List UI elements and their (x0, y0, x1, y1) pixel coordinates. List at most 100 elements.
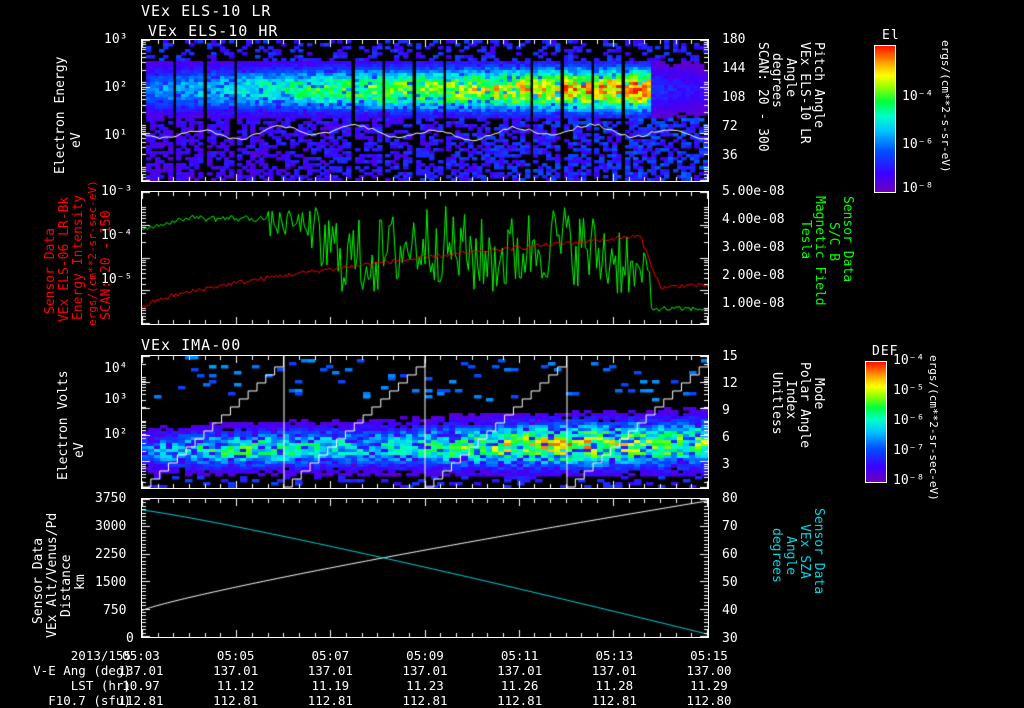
panel1-colorbar-gradient (875, 46, 895, 192)
panel1-colorbar-title: El (882, 28, 900, 43)
panel1-ytick-0: 10³ (104, 32, 128, 47)
panel1-left-axis-label-2: eV (69, 132, 84, 148)
panel1-right-axis-label-4: degrees (769, 53, 784, 108)
panel1-cbtick-2: 10⁻⁸ (902, 181, 934, 196)
panel1-ytick-2: 10¹ (104, 128, 128, 143)
panel1-cbtick-0: 10⁻⁴ (902, 89, 934, 104)
panel1-rtick-0: 180 (722, 32, 746, 47)
table-cell: 137.01 (591, 663, 637, 678)
panel3-colorbar (865, 361, 887, 483)
panel4-left-axis-label-1: Sensor Data (31, 537, 46, 624)
panel1-title-2: VEx ELS-10 HR (148, 22, 279, 40)
panel2-rtick-4: 1.00e-08 (722, 296, 785, 311)
panel4-right-axis-label-3: Angle (783, 536, 798, 576)
panel2-right-axis-label-1: Sensor Data (840, 196, 855, 283)
panel3-ytick-1: 10³ (104, 392, 128, 407)
panel4-left-axis-label-3: Distance (59, 554, 74, 617)
table-cell: 137.01 (118, 663, 164, 678)
panel3-colorbar-gradient (866, 362, 886, 482)
panel2-ytick-0: 10⁻³ (101, 184, 133, 199)
panel2-ytick-1: 10⁻⁴ (101, 228, 133, 243)
panel4-rtick-0: 80 (722, 491, 738, 506)
table-cell: 11.29 (690, 678, 728, 693)
panel1-plot-area (141, 39, 709, 182)
table-cell: 11.28 (595, 678, 634, 693)
panel4-right-axis-label-1: Sensor Data (811, 508, 826, 595)
panel4-line-canvas (142, 499, 708, 637)
table-cell: 112.80 (686, 693, 732, 708)
panel3-rtick-2: 9 (722, 403, 730, 418)
panel4-rtick-1: 70 (722, 519, 738, 534)
table-cell: 05:13 (595, 648, 634, 663)
panel3-colorbar-title: DEF (872, 344, 899, 359)
table-row-label-0: 2013/155 (70, 648, 131, 663)
panel1-rtick-4: 36 (722, 148, 738, 163)
panel3-cbtick-1: 10⁻⁵ (893, 383, 925, 398)
panel4-right-axis-label-4: degrees (769, 528, 784, 583)
table-cell: 11.23 (406, 678, 444, 693)
panel2-left-axis-label-4: ergs/(cm**2-sr-sec-eV) (86, 180, 99, 326)
panel2-line-canvas (142, 192, 708, 324)
panel2-right-axis-label-2: S/C B (826, 222, 841, 262)
panel2-right-axis-label-4: Tesla (798, 220, 813, 260)
table-cell: 05:05 (216, 648, 255, 663)
table-cell: 11.12 (216, 678, 255, 693)
table-row-label-3: F10.7 (sfu) (48, 693, 131, 708)
table-cell: 112.81 (118, 693, 164, 708)
panel3-left-axis-label-1: Electron Volts (56, 370, 71, 480)
panel4-ytick-2: 2250 (95, 547, 127, 562)
table-cell: 137.00 (686, 663, 732, 678)
panel3-ytick-2: 10² (104, 427, 128, 442)
panel3-ytick-0: 10⁴ (104, 361, 128, 376)
panel3-right-axis-label-3: Index (783, 380, 798, 420)
panel4-rtick-4: 40 (722, 603, 738, 618)
panel4-ytick-5: 0 (126, 631, 134, 646)
panel3-plot-area (141, 355, 709, 489)
table-cell: 05:15 (690, 648, 728, 663)
panel3-cbtick-3: 10⁻⁷ (893, 443, 925, 458)
panel3-right-axis-label-1: Mode (811, 378, 826, 410)
panel3-rtick-0: 15 (722, 349, 738, 364)
table-row-label-1: V-E Ang (deg) (33, 663, 131, 678)
panel3-cbtick-0: 10⁻⁴ (893, 353, 925, 368)
panel4-right-axis-label-2: VEx SZA (797, 524, 812, 579)
panel4-ytick-1: 3000 (95, 519, 127, 534)
table-cell: 137.01 (497, 663, 543, 678)
panel1-title-1: VEx ELS-10 LR (141, 2, 272, 20)
table-cell: 112.81 (402, 693, 448, 708)
panel3-cbtick-2: 10⁻⁶ (893, 413, 925, 428)
panel3-title: VEx IMA-00 (141, 336, 242, 354)
panel4-rtick-2: 60 (722, 547, 738, 562)
panel3-colorbar-units: ergs/(cm**2-sr-sec-eV) (927, 355, 940, 501)
table-cell: 10.97 (122, 678, 160, 693)
panel3-left-axis-label-2: eV (72, 442, 87, 458)
table-row-label-2: LST (hr) (70, 678, 131, 693)
panel1-cbtick-1: 10⁻⁶ (902, 137, 934, 152)
table-cell: 11.19 (311, 678, 350, 693)
panel1-spectrogram-canvas (142, 40, 708, 181)
panel1-right-axis-label-1: Pitch Angle (811, 42, 826, 129)
panel2-ytick-2: 10⁻⁵ (101, 272, 133, 287)
panel1-right-axis-label-5: SCAN: 20 - 300 (755, 42, 770, 152)
table-cell: 05:11 (500, 648, 539, 663)
panel4-ytick-4: 750 (103, 603, 127, 618)
panel3-rtick-4: 3 (722, 457, 730, 472)
table-cell: 05:07 (311, 648, 350, 663)
panel4-left-axis-label-4: km (73, 574, 88, 590)
panel1-rtick-3: 72 (722, 119, 738, 134)
table-cell: 137.01 (213, 663, 259, 678)
panel4-ytick-0: 3750 (95, 491, 127, 506)
panel2-left-axis-label-2: VEx ELS-06 LR-Bk (57, 196, 72, 322)
panel1-right-axis-label-3: Angle (783, 58, 798, 98)
panel1-rtick-2: 108 (722, 90, 746, 105)
panel4-rtick-3: 50 (722, 575, 738, 590)
panel1-colorbar (874, 45, 896, 193)
panel3-right-axis-label-2: Polar Angle (797, 362, 812, 449)
panel4-rtick-5: 30 (722, 631, 738, 646)
panel2-rtick-2: 3.00e-08 (722, 240, 785, 255)
panel3-spectrogram-canvas (142, 356, 708, 488)
panel2-left-axis-label-3: Energy Intensity (71, 194, 86, 320)
panel3-rtick-3: 6 (722, 430, 730, 445)
table-cell: 112.81 (307, 693, 353, 708)
panel2-right-axis-label-3: Magnetic Field (812, 196, 827, 306)
